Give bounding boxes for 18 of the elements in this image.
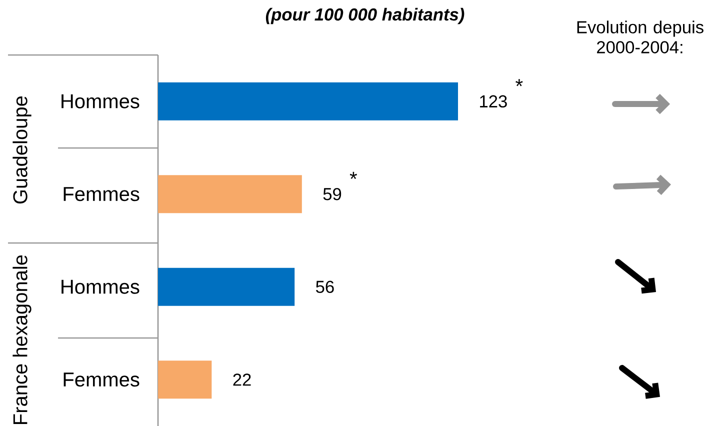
bar: [158, 82, 458, 120]
chart-subtitle: (pour 100 000 habitants): [266, 8, 464, 24]
bar: [158, 360, 212, 399]
y-tick-label: Femmes: [64, 372, 140, 387]
bar: [158, 268, 295, 306]
data-label: 123: [480, 95, 507, 108]
y-tick-label: Hommes: [62, 94, 140, 108]
data-label: 22: [233, 374, 251, 386]
text: Evolution depuis 2000-2004:: [577, 20, 704, 54]
y-tick-label: Femmes: [64, 187, 140, 202]
y-tick-label: Hommes: [62, 280, 140, 294]
text: *: [516, 79, 523, 86]
text: France hexagonale: [12, 255, 32, 424]
bar: [158, 175, 302, 214]
text: Guadeloupe: [12, 96, 32, 204]
data-label: 56: [316, 280, 334, 294]
annotation: *: [350, 172, 358, 179]
data-label: 59: [323, 188, 342, 200]
